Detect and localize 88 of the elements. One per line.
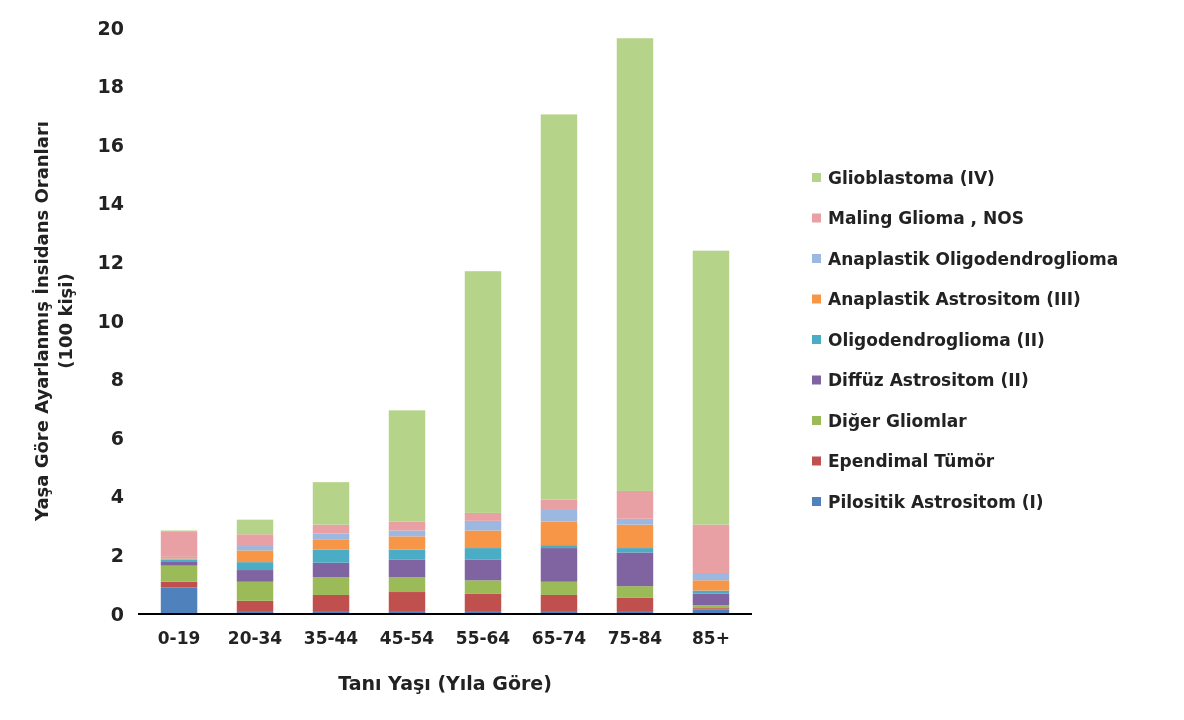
bar — [236, 570, 274, 582]
bar — [540, 548, 578, 582]
bar — [464, 520, 502, 531]
x-tick-label: 75-84 — [607, 628, 663, 648]
bar — [388, 577, 426, 593]
bar — [388, 410, 426, 522]
bar — [160, 587, 198, 614]
y-tick-label: 6 — [110, 426, 124, 449]
bar — [616, 597, 654, 612]
legend-label: Oligodendroglioma (II) — [828, 329, 1045, 350]
bar — [692, 572, 730, 581]
legend-label: Anaplastik Oligodendroglioma — [828, 248, 1119, 269]
bar — [312, 524, 350, 534]
bar — [616, 524, 654, 549]
bar — [464, 512, 502, 521]
y-tick-label: 18 — [97, 75, 124, 98]
bar — [540, 594, 578, 612]
legend-label: Glioblastoma (IV) — [828, 167, 995, 188]
legend-label: Pilositik Astrositom (I) — [828, 491, 1044, 512]
bar — [388, 549, 426, 560]
bar — [616, 552, 654, 587]
y-tick-label: 10 — [97, 309, 124, 332]
y-tick-label: 20 — [97, 16, 124, 39]
bar — [236, 546, 274, 551]
bar — [312, 533, 350, 540]
x-tick-label: 20-34 — [227, 628, 283, 648]
bar — [692, 593, 730, 606]
bar — [616, 586, 654, 598]
bar — [692, 580, 730, 591]
bar — [464, 593, 502, 612]
y-tick-label: 2 — [110, 544, 124, 567]
bar — [464, 580, 502, 594]
bar — [540, 114, 578, 500]
bar — [236, 581, 274, 601]
legend-label: Diffüz Astrositom (II) — [828, 370, 1029, 391]
y-tick-label: 14 — [97, 192, 124, 215]
bar — [692, 524, 730, 573]
bar — [616, 548, 654, 553]
x-tick-label: 0-19 — [157, 628, 201, 648]
bar — [236, 519, 274, 535]
bar — [236, 534, 274, 547]
legend-label: Ependimal Tümör — [828, 451, 995, 472]
bar — [616, 38, 654, 491]
bar — [540, 545, 578, 549]
bar — [160, 565, 198, 582]
bar — [312, 549, 350, 563]
y-tick-label: 0 — [110, 602, 124, 625]
bar — [388, 530, 426, 537]
x-tick-label: 85+ — [692, 628, 730, 648]
bar — [236, 562, 274, 571]
bar — [464, 548, 502, 560]
bar — [388, 536, 426, 550]
y-tick-label: 16 — [97, 133, 124, 156]
bar — [312, 562, 350, 578]
y-tick-label: 8 — [110, 368, 124, 391]
bar — [236, 600, 274, 612]
y-axis-title: Yaşa Göre Ayarlanmış İnsidans Oranları (100 kişi) — [31, 121, 76, 522]
bar — [388, 559, 426, 578]
bar — [540, 581, 578, 595]
bar — [464, 271, 502, 513]
bar — [388, 592, 426, 612]
bar — [160, 531, 198, 557]
bar — [540, 499, 578, 510]
bar — [160, 561, 198, 566]
y-tick-label: 12 — [97, 251, 124, 274]
bar — [312, 539, 350, 550]
bar — [464, 530, 502, 549]
bar — [160, 581, 198, 588]
x-tick-label: 35-44 — [303, 628, 359, 648]
bar — [692, 250, 730, 525]
legend-label: Anaplastik Astrositom (III) — [828, 289, 1081, 310]
bar — [540, 521, 578, 546]
x-axis-title: Tanı Yaşı (Yıla Göre) — [338, 672, 552, 694]
x-tick-label: 45-54 — [379, 628, 435, 648]
x-tick-label: 65-74 — [531, 628, 587, 648]
bar — [312, 594, 350, 612]
bar — [236, 550, 274, 563]
bar — [388, 521, 426, 531]
bar — [464, 559, 502, 581]
bar — [312, 577, 350, 595]
bar — [616, 490, 654, 519]
legend-label: Maling Glioma , NOS — [828, 208, 1024, 229]
legend-label: Diğer Gliomlar — [828, 410, 968, 431]
x-tick-label: 55-64 — [455, 628, 511, 648]
bar — [540, 509, 578, 522]
bar — [312, 482, 350, 525]
bar — [616, 518, 654, 525]
y-tick-label: 4 — [110, 485, 124, 508]
